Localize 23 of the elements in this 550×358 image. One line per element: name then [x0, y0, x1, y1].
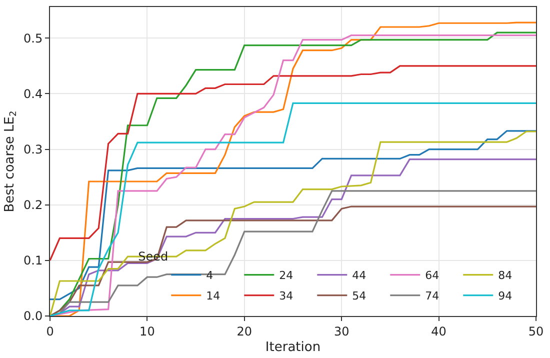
- y-tick-label: 0.4: [24, 86, 43, 101]
- x-tick-label: 10: [140, 324, 155, 338]
- legend-label: 34: [279, 290, 294, 303]
- legend-label: 74: [425, 290, 440, 303]
- y-tick-label: 0.0: [24, 309, 43, 324]
- y-tick-label: 0.5: [24, 31, 43, 46]
- legend-label: 94: [498, 290, 512, 303]
- y-tick-label: 0.1: [24, 254, 43, 268]
- x-axis-title: Iteration: [265, 340, 321, 355]
- legend-label: 54: [352, 290, 366, 303]
- legend-label: 14: [206, 290, 220, 303]
- x-tick-label: 30: [334, 324, 350, 338]
- legend-label: 24: [279, 269, 294, 282]
- x-tick-label: 40: [431, 324, 446, 338]
- x-tick-label: 50: [528, 324, 544, 338]
- x-tick-label: 0: [46, 324, 54, 338]
- legend-label: 84: [498, 269, 512, 282]
- y-tick-label: 0.2: [24, 198, 43, 212]
- line-series: [50, 65, 536, 262]
- legend-label: 64: [425, 269, 440, 282]
- y-tick-label: 0.3: [24, 142, 43, 156]
- legend-label: 44: [352, 269, 366, 282]
- x-tick-label: 20: [236, 324, 252, 338]
